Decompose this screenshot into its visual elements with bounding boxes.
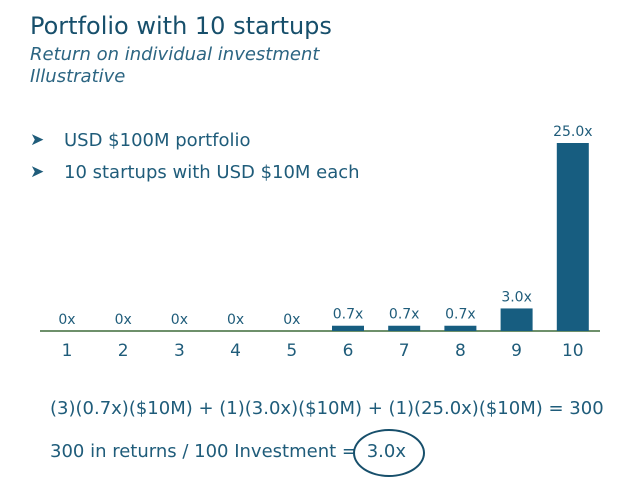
data-label: 25.0x xyxy=(553,124,592,140)
return-formula: (3)(0.7x)($10M) + (1)(3.0x)($10M) + (1)(… xyxy=(50,398,604,419)
page-subtitle: Return on individual investment xyxy=(30,44,320,65)
result-value-wrapper: 3.0x xyxy=(352,429,425,477)
x-tick-label: 3 xyxy=(174,341,185,361)
bar xyxy=(500,308,533,331)
bullet-list: ➤ USD $100M portfolio ➤ 10 startups with… xyxy=(30,124,360,188)
arrowhead-bullet-icon: ➤ xyxy=(30,162,45,182)
result-line: 300 in returns / 100 Investment = 3.0x xyxy=(50,429,425,477)
bar xyxy=(388,325,421,331)
arrowhead-bullet-icon: ➤ xyxy=(30,130,45,150)
illustrative-note: Illustrative xyxy=(30,66,126,87)
bar xyxy=(556,143,589,331)
x-tick-label: 10 xyxy=(562,341,584,361)
bullet-text: USD $100M portfolio xyxy=(64,129,251,151)
data-label: 0x xyxy=(283,312,300,328)
data-label: 0x xyxy=(115,312,132,328)
page-title: Portfolio with 10 startups xyxy=(30,12,332,40)
bar xyxy=(332,325,364,331)
bullet-item: ➤ USD $100M portfolio xyxy=(30,124,360,156)
x-tick-label: 8 xyxy=(455,341,466,361)
x-tick-label: 2 xyxy=(118,341,129,361)
x-tick-label: 4 xyxy=(230,341,241,361)
x-tick-label: 7 xyxy=(399,341,410,361)
bar xyxy=(444,325,477,331)
data-label: 0x xyxy=(171,312,188,328)
bullet-text: 10 startups with USD $10M each xyxy=(64,161,360,183)
x-tick-label: 5 xyxy=(286,341,297,361)
data-label: 0.7x xyxy=(445,307,476,323)
data-label: 0x xyxy=(227,312,244,328)
bullet-item: ➤ 10 startups with USD $10M each xyxy=(30,156,360,188)
x-tick-label: 6 xyxy=(343,341,354,361)
x-tick-label: 1 xyxy=(62,341,73,361)
data-label: 3.0x xyxy=(501,289,532,305)
data-label: 0.7x xyxy=(389,307,420,323)
data-label: 0x xyxy=(58,312,75,328)
hand-drawn-circle-icon xyxy=(352,429,425,477)
x-tick-label: 9 xyxy=(511,341,522,361)
data-label: 0.7x xyxy=(333,307,364,323)
result-text: 300 in returns / 100 Investment = xyxy=(50,441,357,462)
